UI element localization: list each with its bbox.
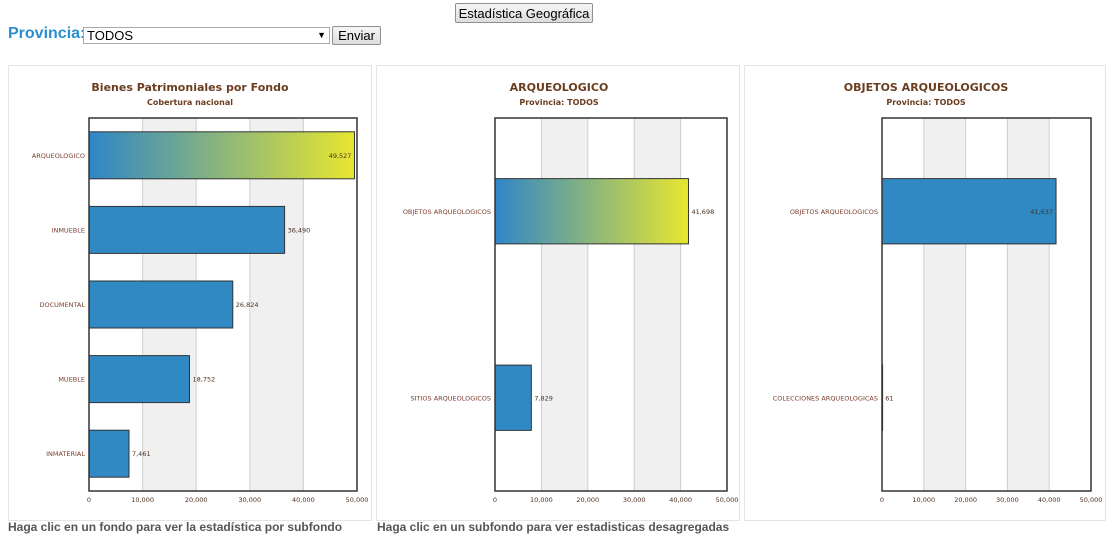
grid-band bbox=[249, 118, 304, 491]
category-label[interactable]: ARQUEOLOGICO bbox=[32, 152, 85, 160]
grid-band bbox=[923, 118, 966, 491]
chart-title: ARQUEOLOGICO bbox=[510, 81, 609, 94]
x-tick-label: 30,000 bbox=[623, 496, 646, 504]
category-label[interactable]: INMATERIAL bbox=[46, 450, 85, 458]
chart-panel-fondos: Bienes Patrimoniales por Fondo Cobertura … bbox=[8, 65, 372, 521]
x-tick-label: 10,000 bbox=[530, 496, 553, 504]
x-tick-label: 30,000 bbox=[996, 496, 1019, 504]
x-tick-label: 10,000 bbox=[131, 496, 154, 504]
x-tick-label: 40,000 bbox=[292, 496, 315, 504]
chart-panel-arqueologico: ARQUEOLOGICO Provincia: TODOS OBJETOS ARQU… bbox=[376, 65, 740, 521]
grid-band bbox=[634, 118, 681, 491]
plot-area bbox=[881, 117, 1092, 492]
value-label: 41,637 bbox=[1030, 208, 1053, 216]
province-label: Provincia: bbox=[8, 25, 86, 42]
chart-arqueologico: ARQUEOLOGICO Provincia: TODOS OBJETOS ARQU… bbox=[403, 81, 739, 504]
x-tick-label: 20,000 bbox=[954, 496, 977, 504]
category-label[interactable]: OBJETOS ARQUEOLOGICOS bbox=[403, 208, 491, 216]
category-label[interactable]: DOCUMENTAL bbox=[39, 301, 85, 309]
bar-sitios-arqueologicos[interactable] bbox=[494, 364, 532, 431]
province-select-value: TODOS bbox=[87, 28, 133, 43]
chart-title: OBJETOS ARQUEOLOGICOS bbox=[844, 81, 1009, 94]
value-label: 61 bbox=[885, 394, 893, 402]
chart-subtitle: Provincia: TODOS bbox=[519, 98, 599, 107]
grid-band bbox=[1007, 118, 1050, 491]
value-label: 36,490 bbox=[288, 226, 311, 234]
x-tick-label: 0 bbox=[87, 496, 91, 504]
chart-objetos-arqueologicos: OBJETOS ARQUEOLOGICOS Provincia: TODOS OBJ… bbox=[773, 81, 1103, 504]
bar-inmaterial[interactable] bbox=[88, 429, 130, 478]
value-label: 49,527 bbox=[329, 152, 352, 160]
bar-mueble[interactable] bbox=[88, 355, 191, 404]
category-label[interactable]: SITIOS ARQUEOLOGICOS bbox=[410, 394, 491, 402]
chevron-down-icon: ▼ bbox=[317, 30, 326, 40]
bar-documental[interactable] bbox=[88, 280, 234, 329]
x-tick-label: 0 bbox=[493, 496, 497, 504]
footer-hint-subfondo: Haga clic en un subfondo para ver estadi… bbox=[377, 520, 730, 534]
footer-hint-fondo: Haga clic en un fondo para ver la estadí… bbox=[8, 520, 343, 534]
bar-inmueble[interactable] bbox=[88, 205, 286, 254]
category-label[interactable]: INMUEBLE bbox=[52, 226, 85, 234]
grid-band bbox=[541, 118, 588, 491]
x-tick-label: 0 bbox=[880, 496, 884, 504]
category-label[interactable]: MUEBLE bbox=[58, 376, 85, 384]
value-label: 41,698 bbox=[691, 208, 714, 216]
value-label: 7,461 bbox=[132, 450, 151, 458]
x-tick-label: 20,000 bbox=[576, 496, 599, 504]
chart-subtitle: Cobertura nacional bbox=[147, 98, 233, 107]
plot-area bbox=[88, 117, 358, 492]
x-tick-label: 50,000 bbox=[716, 496, 739, 504]
x-tick-label: 50,000 bbox=[346, 496, 369, 504]
x-tick-label: 50,000 bbox=[1080, 496, 1103, 504]
x-tick-label: 40,000 bbox=[669, 496, 692, 504]
value-label: 26,824 bbox=[236, 301, 259, 309]
send-button[interactable]: Enviar bbox=[332, 26, 381, 45]
category-label: COLECCIONES ARQUEOLOGICAS bbox=[773, 394, 878, 402]
bar-objetos-arqueologicos bbox=[881, 178, 1057, 245]
x-tick-label: 40,000 bbox=[1038, 496, 1061, 504]
chart-subtitle: Provincia: TODOS bbox=[886, 98, 966, 107]
x-tick-label: 30,000 bbox=[238, 496, 261, 504]
category-label: OBJETOS ARQUEOLOGICOS bbox=[790, 208, 878, 216]
chart-fondos: Bienes Patrimoniales por Fondo Cobertura … bbox=[32, 81, 369, 504]
bar-objetos-arqueologicos[interactable] bbox=[494, 178, 689, 245]
x-tick-label: 10,000 bbox=[912, 496, 935, 504]
chart-panel-objetos-arqueologicos: OBJETOS ARQUEOLOGICOS Provincia: TODOS OBJ… bbox=[744, 65, 1106, 521]
value-label: 7,829 bbox=[534, 394, 553, 402]
value-label: 18,752 bbox=[193, 376, 216, 384]
plot-area bbox=[494, 117, 728, 492]
province-select[interactable]: TODOS ▼ bbox=[83, 27, 330, 44]
x-tick-label: 20,000 bbox=[185, 496, 208, 504]
bar-arqueologico[interactable] bbox=[88, 131, 355, 180]
chart-title: Bienes Patrimoniales por Fondo bbox=[91, 81, 289, 94]
estadistica-geografica-button[interactable]: Estadística Geográfica bbox=[455, 3, 593, 23]
